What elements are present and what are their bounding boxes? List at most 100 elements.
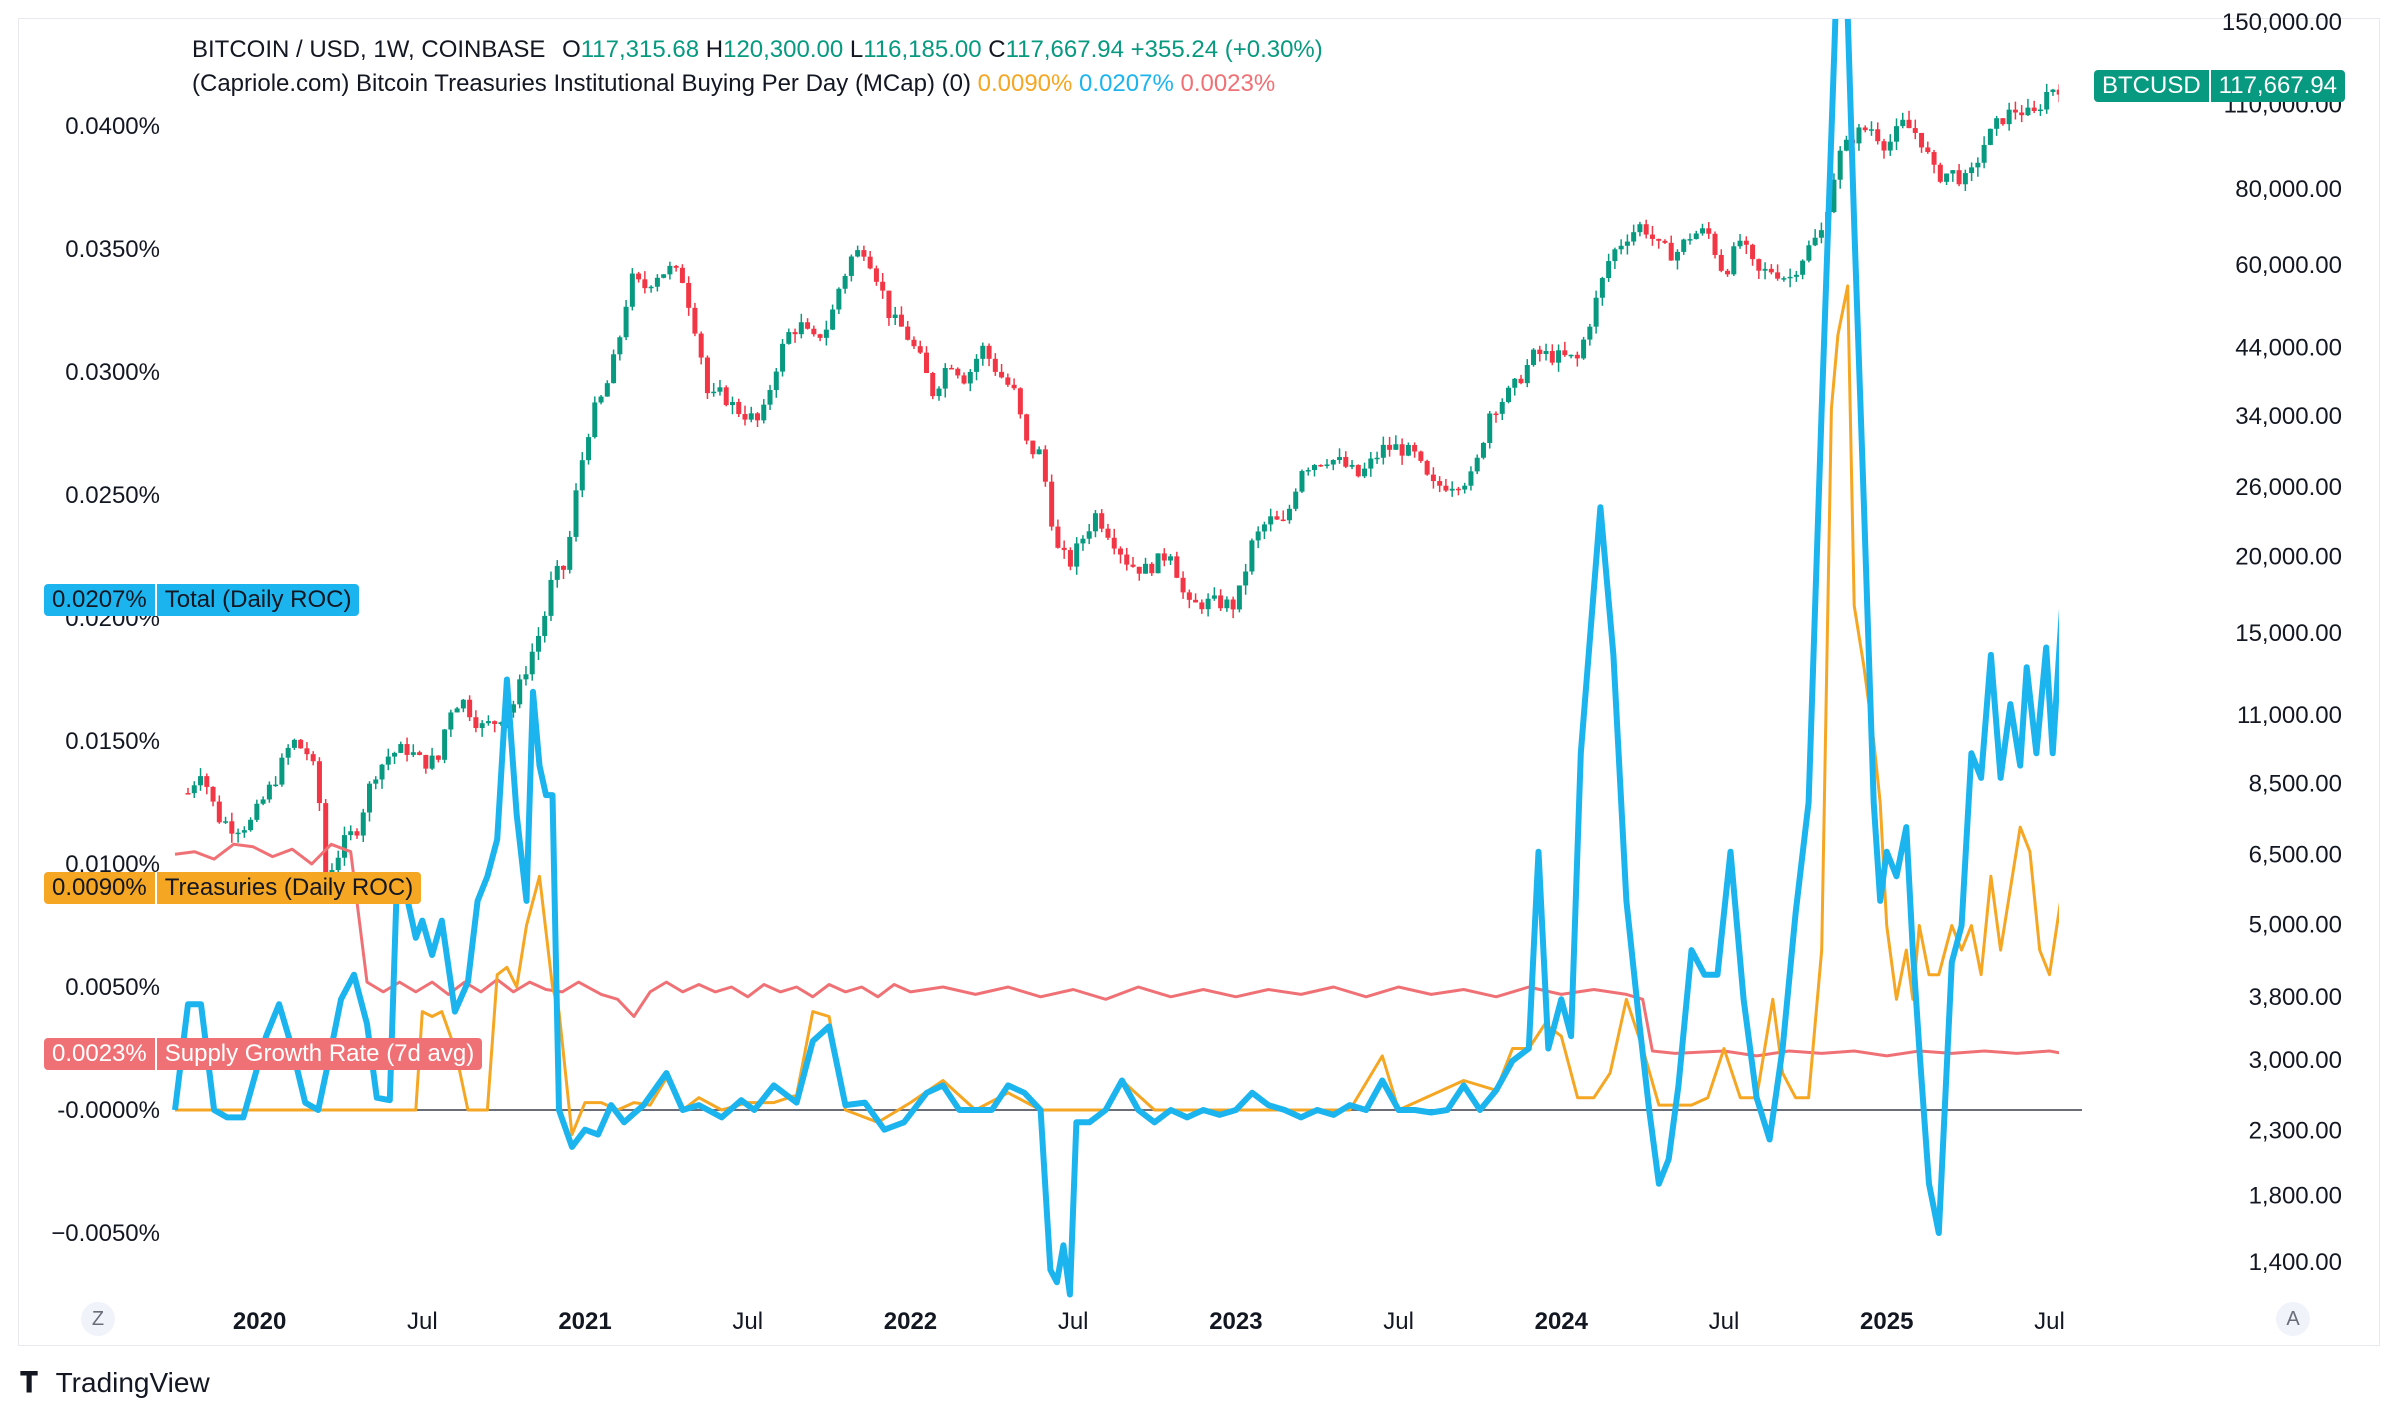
candle-body (686, 282, 692, 308)
candle-body (1067, 550, 1073, 567)
candle-body (1906, 119, 1912, 129)
left-axis-tick-label: −0.0050% (51, 1220, 160, 1247)
candle-body (1455, 488, 1461, 491)
candle-body (567, 536, 573, 570)
indicator-title: (Capriole.com) Bitcoin Treasuries Instit… (192, 70, 971, 97)
candle-body (1480, 442, 1486, 458)
candle-body (780, 343, 786, 372)
candle-body (1618, 245, 1624, 250)
candle-body (592, 402, 598, 438)
candle-body (1362, 468, 1368, 477)
candle-body (911, 339, 917, 347)
candle-body (1493, 413, 1499, 416)
treasuries-tag-label: Treasuries (Daily ROC) (154, 872, 422, 904)
candle-body (1868, 129, 1874, 131)
left-axis-tick-label: 0.0350% (65, 236, 160, 263)
candle-body (1662, 240, 1668, 243)
candle-body (479, 723, 485, 729)
candle-body (354, 831, 360, 836)
candle-body (1593, 297, 1599, 327)
candle-body (942, 367, 948, 389)
candle-body (1186, 592, 1192, 600)
candle-body (848, 256, 854, 276)
auto-scale-left-button[interactable]: Z (81, 1302, 115, 1336)
candle-body (417, 752, 423, 755)
candle-body (1449, 488, 1455, 491)
candle-body (2056, 89, 2059, 95)
candle-body (1368, 458, 1374, 469)
candle-body (930, 372, 936, 397)
candle-body (229, 821, 235, 834)
candle-body (1393, 444, 1399, 450)
candle-body (830, 309, 836, 330)
time-axis-tick-label: Jul (1058, 1308, 1089, 1335)
candle-body (1881, 141, 1887, 151)
candle-body (448, 712, 454, 730)
right-axis-tick-label: 1,400.00 (2249, 1249, 2342, 1276)
candle-body (2050, 89, 2056, 93)
candle-body (1443, 485, 1449, 491)
candle-body (1193, 599, 1199, 603)
candle-body (304, 748, 310, 755)
candle-body (454, 708, 460, 713)
time-axis-tick-label: Jul (1709, 1308, 1740, 1335)
candle-body (923, 352, 929, 373)
candle-body (1061, 547, 1067, 551)
candle-body (1731, 246, 1737, 275)
candle-body (886, 290, 892, 318)
change-value: +355.24 (+0.30%) (1130, 36, 1323, 63)
candle-body (367, 783, 373, 813)
candle-body (1149, 563, 1155, 574)
candle-body (1912, 128, 1918, 133)
candle-body (1080, 538, 1086, 544)
candle-body (1330, 460, 1336, 465)
candle-body (2044, 92, 2050, 110)
candle-body (2019, 112, 2025, 116)
auto-scale-right-button[interactable]: A (2276, 1302, 2310, 1336)
candle-body (773, 371, 779, 390)
candle-body (1099, 513, 1105, 529)
candle-body (992, 358, 998, 372)
candle-body (1380, 444, 1386, 458)
candle-body (266, 784, 272, 800)
right-axis: 150,000.00110,000.0080,000.0060,000.0044… (2222, 9, 2342, 1276)
candle-body (1987, 128, 1993, 145)
candle-body (1011, 384, 1017, 389)
candle-body (1775, 272, 1781, 279)
candle-body (1092, 513, 1098, 532)
time-axis-tick-label: 2023 (1209, 1308, 1262, 1335)
candle-body (1374, 457, 1380, 460)
candle-body (1268, 516, 1274, 525)
candle-body (1706, 228, 1712, 234)
right-axis-tick-label: 5,000.00 (2249, 911, 2342, 938)
candle-body (1230, 599, 1236, 610)
candle-body (1950, 170, 1956, 174)
candle-body (905, 326, 911, 340)
tradingview-logo[interactable]: 𝐓 TradingView (20, 1367, 210, 1400)
candle-body (711, 391, 717, 394)
candle-body (767, 389, 773, 405)
candle-body (323, 803, 329, 883)
candle-body (1781, 278, 1787, 280)
left-axis: 0.0400%0.0350%0.0300%0.0250%0.0200%0.015… (51, 113, 160, 1247)
left-axis-tick-label: 0.0050% (65, 974, 160, 1001)
right-axis-tick-label: 60,000.00 (2235, 252, 2342, 279)
candle-body (1462, 485, 1468, 490)
candle-body (1718, 254, 1724, 271)
candle-body (648, 286, 654, 289)
candle-body (1199, 602, 1205, 610)
candle-body (1806, 245, 1812, 261)
candle-body (1243, 571, 1249, 586)
candle-body (1900, 119, 1906, 127)
candle-body (936, 388, 942, 397)
candle-body (1931, 152, 1937, 165)
candle-body (598, 396, 604, 403)
candle-body (917, 346, 923, 353)
candle-body (1236, 585, 1242, 610)
candle-body (1255, 531, 1261, 541)
candle-body (523, 674, 529, 680)
candle-body (604, 383, 610, 397)
candle-body (1130, 564, 1136, 567)
candle-body (423, 754, 429, 769)
